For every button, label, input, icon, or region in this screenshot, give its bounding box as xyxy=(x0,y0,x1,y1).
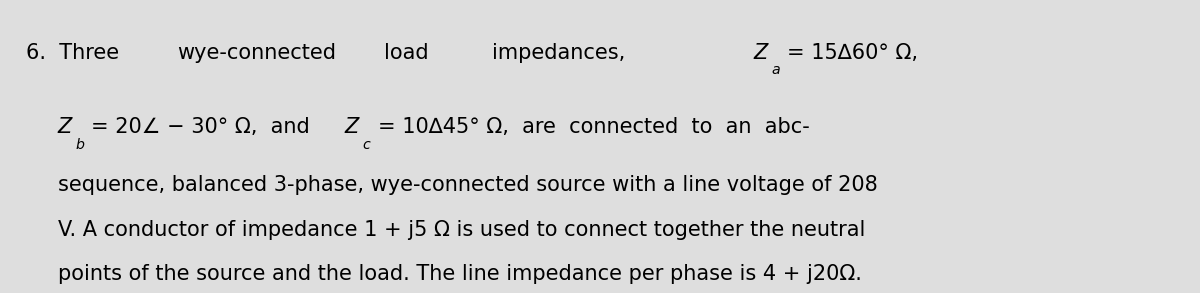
Text: b: b xyxy=(76,138,84,152)
Text: load: load xyxy=(384,43,428,63)
Text: 6.  Three: 6. Three xyxy=(26,43,120,63)
Text: Z: Z xyxy=(344,117,359,137)
Text: impedances,: impedances, xyxy=(492,43,625,63)
Text: Z: Z xyxy=(754,43,768,63)
Text: a: a xyxy=(772,63,780,77)
Text: = 20∠ − 30° Ω,  and: = 20∠ − 30° Ω, and xyxy=(91,117,310,137)
Text: Z: Z xyxy=(58,117,72,137)
Text: = 15∆60° Ω,: = 15∆60° Ω, xyxy=(787,43,918,63)
Text: wye-connected: wye-connected xyxy=(178,43,336,63)
Text: = 10∆45° Ω,  are  connected  to  an  abc-: = 10∆45° Ω, are connected to an abc- xyxy=(378,117,810,137)
Text: points of the source and the load. The line impedance per phase is 4 + j20Ω.: points of the source and the load. The l… xyxy=(58,264,862,284)
Text: V. A conductor of impedance 1 + j5 Ω is used to connect together the neutral: V. A conductor of impedance 1 + j5 Ω is … xyxy=(58,220,865,240)
Text: c: c xyxy=(362,138,370,152)
Text: sequence, balanced 3-phase, wye-connected source with a line voltage of 208: sequence, balanced 3-phase, wye-connecte… xyxy=(58,175,877,195)
